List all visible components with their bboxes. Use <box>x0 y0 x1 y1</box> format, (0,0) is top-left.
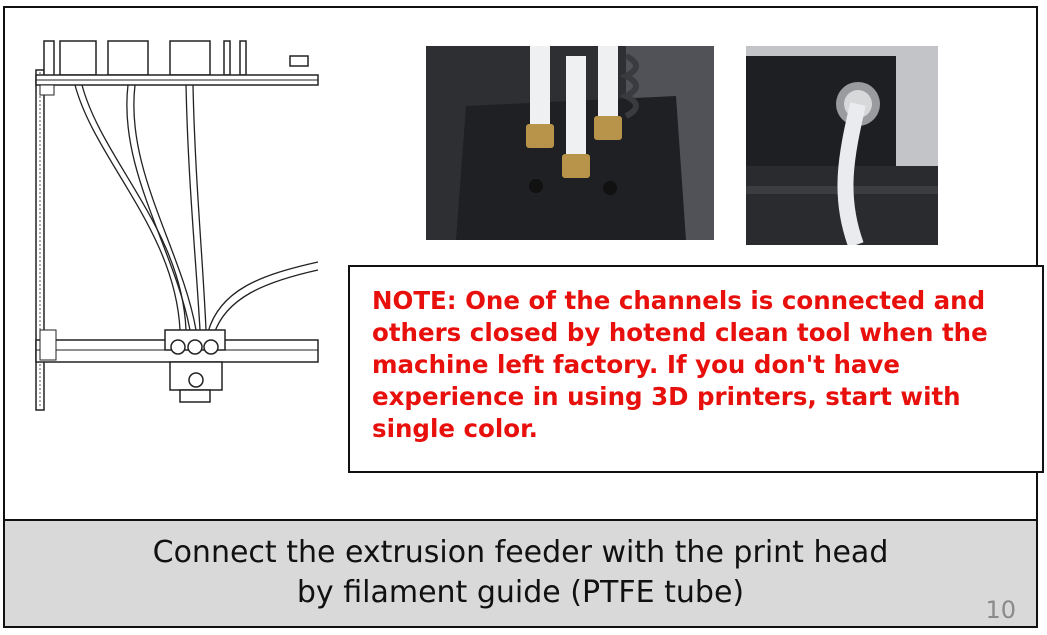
printer-ptfe-routing-diagram <box>35 40 319 411</box>
caption-bar: Connect the extrusion feeder with the pr… <box>3 519 1038 628</box>
note-box: NOTE: One of the channels is connected a… <box>348 265 1044 473</box>
print-head-ptfe-couplers-photo <box>426 46 714 240</box>
caption-line-2: by filament guide (PTFE tube) <box>296 575 745 610</box>
feeder-ptfe-coupler-photo <box>746 46 938 245</box>
page-number: 10 <box>985 596 1016 624</box>
caption-line-1: Connect the extrusion feeder with the pr… <box>152 535 889 570</box>
note-text: NOTE: One of the channels is connected a… <box>372 286 988 443</box>
